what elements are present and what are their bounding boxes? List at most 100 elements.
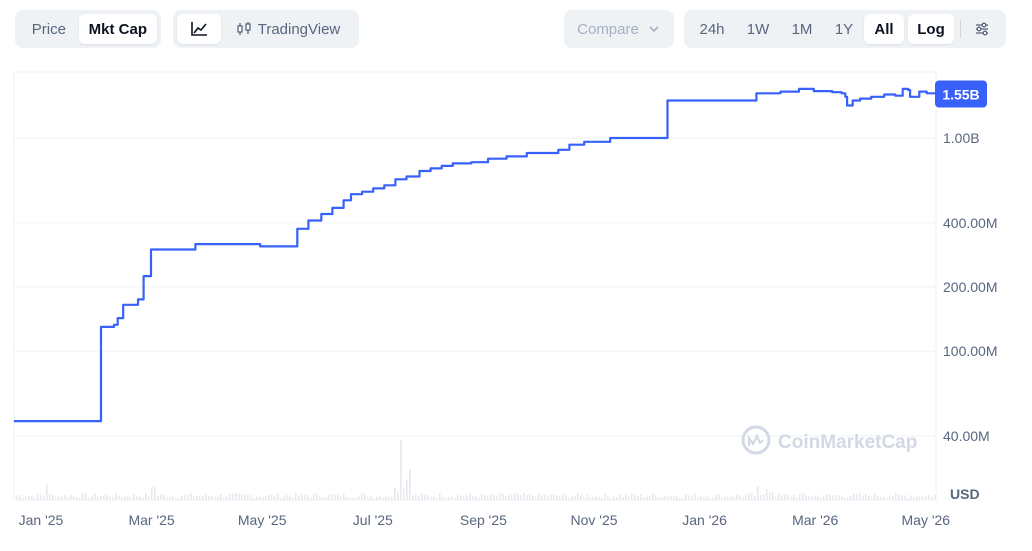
- price-tab[interactable]: Price: [31, 20, 66, 38]
- toolbar-divider: [960, 20, 961, 38]
- volume-bar: [919, 496, 921, 500]
- volume-bar: [412, 495, 414, 500]
- volume-bar: [544, 494, 546, 500]
- line-chart-button[interactable]: [177, 14, 221, 44]
- volume-bar: [274, 496, 276, 500]
- range-1m[interactable]: 1M: [791, 20, 813, 38]
- volume-bar: [103, 495, 105, 500]
- volume-bar: [91, 495, 93, 500]
- volume-bar: [304, 495, 306, 500]
- volume-bar: [670, 495, 672, 500]
- volume-bar: [175, 497, 177, 500]
- volume-bar: [190, 493, 192, 500]
- volume-bar: [208, 495, 210, 500]
- volume-bar: [283, 496, 285, 500]
- volume-bar: [751, 493, 753, 500]
- x-tick-label: Jan '26: [682, 512, 727, 528]
- volume-bar: [739, 495, 741, 500]
- volume-bar: [637, 496, 639, 500]
- volume-bar: [859, 493, 861, 500]
- volume-bar: [229, 494, 231, 500]
- volume-bar: [646, 496, 648, 500]
- y-axis: 1.00B 400.00M 200.00M 100.00M 40.00M: [943, 130, 997, 444]
- volume-bar: [721, 497, 723, 500]
- volume-bar: [439, 493, 441, 500]
- volume-bar: [901, 494, 903, 500]
- volume-bar: [235, 493, 237, 500]
- volume-bar: [772, 492, 774, 500]
- volume-bar: [415, 494, 417, 500]
- watermark: CoinMarketCap: [741, 425, 917, 455]
- volume-bar: [220, 494, 222, 500]
- volume-bar: [88, 497, 90, 500]
- range-toggle: 24h 1W 1M 1Y All Log: [684, 10, 1006, 48]
- volume-bar: [451, 496, 453, 500]
- volume-bar: [619, 494, 621, 500]
- volume-bar: [472, 495, 474, 500]
- volume-bar: [154, 486, 156, 500]
- range-24h[interactable]: 24h: [699, 20, 725, 38]
- mkt-cap-tab[interactable]: Mkt Cap: [78, 14, 157, 44]
- volume-bar: [250, 495, 252, 500]
- volume-bar: [595, 495, 597, 500]
- volume-bar: [799, 494, 801, 500]
- x-tick-label: Nov '25: [570, 512, 617, 528]
- volume-bar: [691, 495, 693, 500]
- volume-bar: [193, 496, 195, 500]
- volume-bar: [58, 495, 60, 500]
- volume-bar: [697, 497, 699, 500]
- volume-bar: [724, 495, 726, 500]
- settings-button[interactable]: [967, 14, 997, 44]
- volume-bar: [562, 493, 564, 500]
- volume-bar: [817, 495, 819, 500]
- volume-bar: [331, 494, 333, 500]
- volume-bar: [727, 496, 729, 500]
- grid-lines: [14, 137, 936, 437]
- range-1w[interactable]: 1W: [746, 20, 770, 38]
- volume-bar: [661, 497, 663, 500]
- volume-bar: [130, 497, 132, 500]
- volume-bar: [46, 484, 48, 500]
- volume-bar: [802, 493, 804, 500]
- volume-bar: [292, 497, 294, 500]
- volume-bar: [76, 497, 78, 500]
- volume-bar: [157, 495, 159, 500]
- volume-bar: [847, 497, 849, 500]
- tradingview-button[interactable]: TradingView: [221, 14, 355, 44]
- volume-bar: [298, 495, 300, 500]
- volume-bar: [466, 495, 468, 500]
- volume-bar: [265, 496, 267, 500]
- volume-bar: [535, 497, 537, 500]
- volume-bar: [673, 495, 675, 500]
- volume-bar: [745, 494, 747, 500]
- volume-bar: [55, 497, 57, 500]
- range-all[interactable]: All: [864, 14, 904, 44]
- x-tick-label: Sep '25: [460, 512, 507, 528]
- volume-bar: [82, 493, 84, 500]
- volume-bar: [790, 496, 792, 500]
- volume-bar: [589, 497, 591, 500]
- volume-bar: [163, 494, 165, 500]
- volume-bar: [871, 497, 873, 500]
- volume-bar: [634, 495, 636, 500]
- volume-bar: [733, 496, 735, 500]
- compare-dropdown[interactable]: Compare: [564, 10, 674, 48]
- volume-bar: [922, 496, 924, 500]
- volume-bar: [931, 496, 933, 500]
- volume-bar: [781, 494, 783, 500]
- volume-bar: [409, 469, 411, 500]
- volume-bar: [517, 493, 519, 500]
- volume-bar: [478, 497, 480, 500]
- volume-bar: [883, 496, 885, 500]
- volume-bar: [892, 496, 894, 500]
- volume-bar: [529, 493, 531, 500]
- volume-bar: [823, 496, 825, 500]
- volume-bar: [61, 496, 63, 500]
- volume-bar: [382, 497, 384, 500]
- range-1y[interactable]: 1Y: [834, 20, 854, 38]
- log-toggle[interactable]: Log: [908, 14, 954, 44]
- volume-bar: [289, 495, 291, 500]
- volume-bar: [760, 494, 762, 500]
- volume-bar: [838, 494, 840, 500]
